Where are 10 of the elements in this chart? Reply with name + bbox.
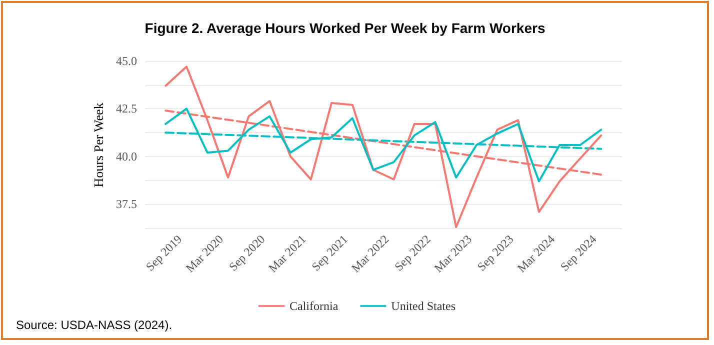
y-tick-label: 40.0 (116, 149, 137, 164)
chart-title: Figure 2. Average Hours Worked Per Week by Farm Workers (144, 20, 546, 36)
legend-label: United States (391, 299, 456, 313)
source-note: Source: USDA-NASS (2024). (16, 318, 172, 332)
legend-label: California (290, 299, 339, 313)
y-tick-label: 37.5 (116, 197, 137, 212)
y-axis-title: Hours Per Week (91, 102, 106, 188)
y-tick-label: 42.5 (116, 102, 137, 116)
line-series (164, 66, 602, 228)
y-tick-label: 45.0 (116, 54, 137, 68)
